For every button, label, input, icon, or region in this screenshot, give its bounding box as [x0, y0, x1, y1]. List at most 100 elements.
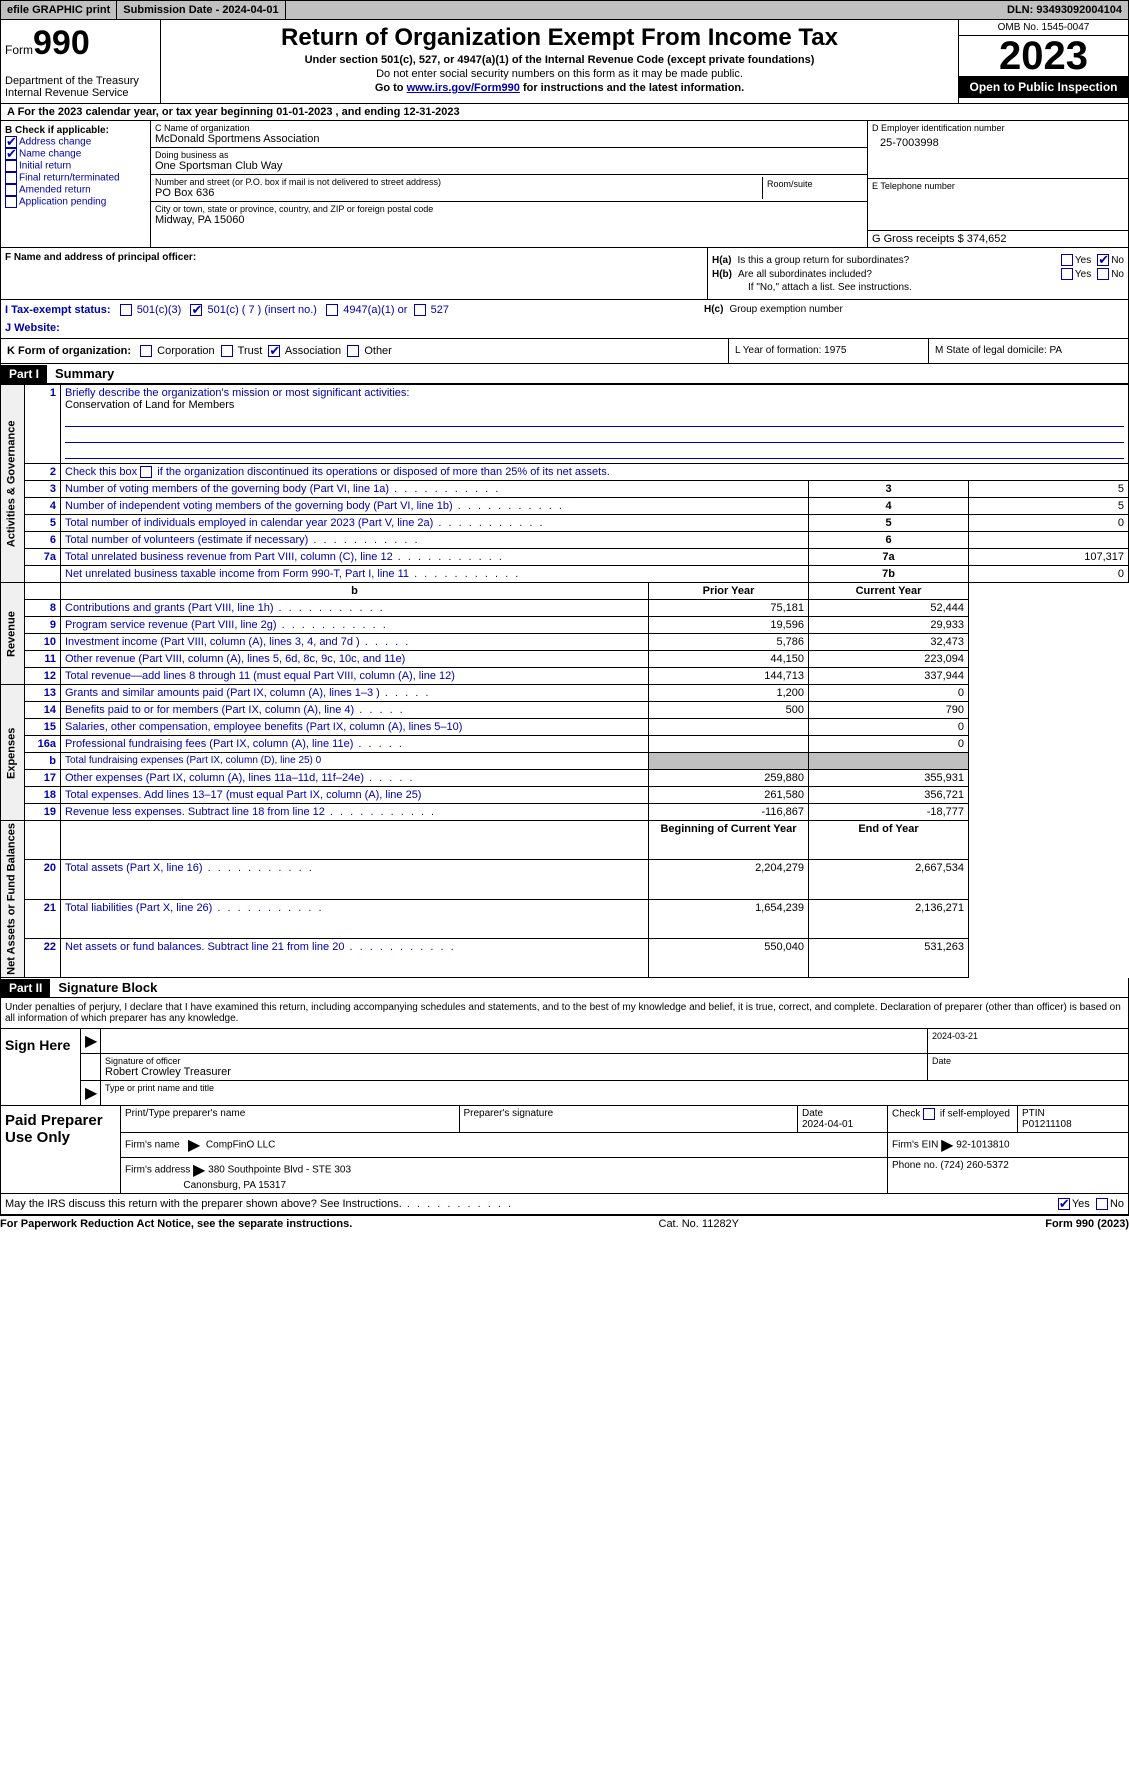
tax-year: 2023	[959, 36, 1128, 76]
chk-501c[interactable]	[190, 304, 202, 316]
hb-text: Are all subordinates included?	[738, 269, 1061, 280]
ha-no-chk[interactable]	[1097, 254, 1109, 266]
l1-label: Briefly describe the organization's miss…	[65, 387, 409, 399]
box-i: I Tax-exempt status: 501(c)(3) 501(c) ( …	[5, 304, 704, 316]
c11: 223,094	[809, 651, 969, 668]
l9: Program service revenue (Part VIII, line…	[61, 617, 649, 634]
discuss-no-chk[interactable]	[1096, 1198, 1108, 1210]
l4: Number of independent voting members of …	[61, 498, 809, 515]
chk-trust[interactable]	[221, 345, 233, 357]
pdate: 2024-04-01	[802, 1119, 853, 1130]
row-ij: I Tax-exempt status: 501(c)(3) 501(c) ( …	[0, 300, 1129, 339]
l3: Number of voting members of the governin…	[61, 481, 809, 498]
box-k-label: K Form of organization:	[7, 345, 131, 357]
hb-yes-chk[interactable]	[1061, 268, 1073, 280]
l22: Net assets or fund balances. Subtract li…	[61, 938, 649, 977]
v4: 5	[969, 498, 1129, 515]
ha-text: Is this a group return for subordinates?	[737, 255, 1060, 266]
ptin: P01211108	[1022, 1119, 1072, 1130]
p10: 5,786	[649, 634, 809, 651]
side-netassets: Net Assets or Fund Balances	[1, 821, 25, 978]
discuss-yes-chk[interactable]	[1058, 1198, 1070, 1210]
form-label: Form	[5, 43, 33, 57]
dept-treasury: Department of the Treasury	[5, 75, 156, 87]
chk-corp[interactable]	[140, 345, 152, 357]
box-m: M State of legal domicile: PA	[928, 339, 1128, 363]
hdr-prior: Prior Year	[649, 583, 809, 600]
penalty-text: Under penalties of perjury, I declare th…	[0, 998, 1129, 1029]
form990-link[interactable]: www.irs.gov/Form990	[407, 82, 520, 94]
ein-value: 25-7003998	[872, 133, 1124, 153]
c9: 29,933	[809, 617, 969, 634]
paid-preparer-label: Paid Preparer Use Only	[1, 1106, 121, 1193]
chk-501c3[interactable]	[120, 304, 132, 316]
irs-label: Internal Revenue Service	[5, 87, 156, 99]
p22: 550,040	[649, 938, 809, 977]
chk-discontinued[interactable]	[140, 466, 152, 478]
p18: 261,580	[649, 787, 809, 804]
ha-label: H(a)	[712, 255, 731, 266]
city-label: City or town, state or province, country…	[155, 204, 863, 214]
ha-yes-chk[interactable]	[1061, 254, 1073, 266]
chk-other[interactable]	[347, 345, 359, 357]
box-j-label: J Website:	[5, 322, 60, 334]
row-f-h: F Name and address of principal officer:…	[0, 248, 1129, 300]
top-bar: efile GRAPHIC print Submission Date - 20…	[0, 0, 1129, 20]
footer-left: For Paperwork Reduction Act Notice, see …	[0, 1218, 352, 1230]
hb-no-chk[interactable]	[1097, 268, 1109, 280]
l7a: Total unrelated business revenue from Pa…	[61, 549, 809, 566]
part2-header-row: Part II Signature Block	[0, 978, 1129, 998]
p14: 500	[649, 702, 809, 719]
footer-mid: Cat. No. 11282Y	[352, 1218, 1045, 1230]
l6: Total number of volunteers (estimate if …	[61, 532, 809, 549]
side-activities: Activities & Governance	[1, 385, 25, 583]
l10: Investment income (Part VIII, column (A)…	[61, 634, 649, 651]
box-f: F Name and address of principal officer:	[1, 248, 708, 299]
chk-527[interactable]	[414, 304, 426, 316]
self-emp: Check if self-employed	[888, 1106, 1018, 1132]
l11: Other revenue (Part VIII, column (A), li…	[61, 651, 649, 668]
chk-final-return[interactable]: Final return/terminated	[5, 172, 146, 184]
p20: 2,204,279	[649, 860, 809, 899]
v7a: 107,317	[969, 549, 1129, 566]
addr-label: Number and street (or P.O. box if mail i…	[155, 177, 762, 187]
sign-here-block: Sign Here ▶ 2024-03-21 Signature of offi…	[0, 1029, 1129, 1106]
part2-badge: Part II	[1, 979, 50, 997]
box-hc: H(c)Group exemption number	[704, 304, 1124, 334]
room-label: Room/suite	[767, 179, 859, 189]
part1-header-row: Part I Summary	[0, 364, 1129, 384]
side-revenue: Revenue	[1, 583, 25, 685]
hdr-end: End of Year	[809, 821, 969, 860]
hb-label: H(b)	[712, 269, 732, 280]
form-number: 990	[33, 24, 90, 62]
chk-initial-return[interactable]: Initial return	[5, 160, 146, 172]
box-i-label: I Tax-exempt status:	[5, 304, 111, 316]
chk-4947[interactable]	[326, 304, 338, 316]
header-sub1: Under section 501(c), 527, or 4947(a)(1)…	[165, 54, 954, 66]
chk-name-change[interactable]: Name change	[5, 148, 146, 160]
c17: 355,931	[809, 770, 969, 787]
part2-title: Signature Block	[50, 978, 165, 997]
chk-assoc[interactable]	[268, 345, 280, 357]
summary-table: Activities & Governance 1 Briefly descri…	[0, 384, 1129, 978]
chk-app-pending[interactable]: Application pending	[5, 196, 146, 208]
c15: 0	[809, 719, 969, 736]
v6	[969, 532, 1129, 549]
arrow-icon: ▶	[85, 1033, 97, 1050]
dln-label: DLN: 93493092004104	[1001, 1, 1128, 19]
sig-officer: Robert Crowley Treasurer	[105, 1066, 231, 1078]
l7b: Net unrelated business taxable income fr…	[61, 566, 809, 583]
p15	[649, 719, 809, 736]
psig-lbl: Preparer's signature	[460, 1106, 799, 1132]
p12: 144,713	[649, 668, 809, 685]
header-left: Form990 Department of the Treasury Inter…	[1, 20, 161, 103]
box-deg: D Employer identification number 25-7003…	[868, 121, 1128, 247]
chk-selfemp[interactable]	[923, 1108, 935, 1120]
row-a-tax-year: A For the 2023 calendar year, or tax yea…	[0, 104, 1129, 121]
chk-amended-return[interactable]: Amended return	[5, 184, 146, 196]
dba-label: Doing business as	[155, 150, 863, 160]
c18: 356,721	[809, 787, 969, 804]
chk-address-change[interactable]: Address change	[5, 136, 146, 148]
pname-lbl: Print/Type preparer's name	[121, 1106, 460, 1132]
l12: Total revenue—add lines 8 through 11 (mu…	[61, 668, 649, 685]
